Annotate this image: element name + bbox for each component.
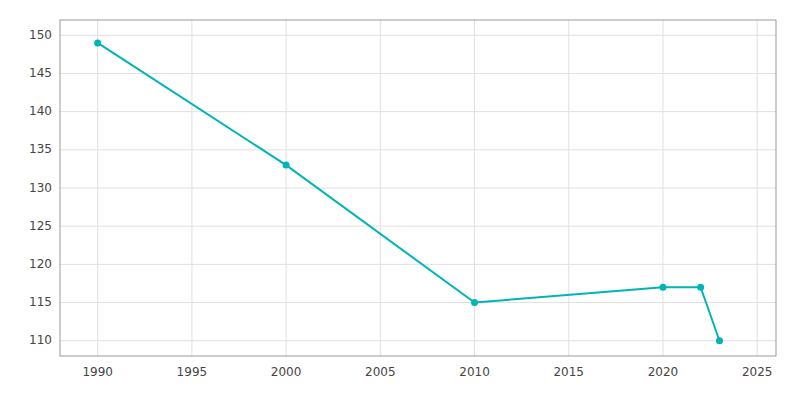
y-grid-line xyxy=(60,111,776,112)
y-tick-label: 140 xyxy=(29,104,52,118)
x-grid-line xyxy=(286,20,287,356)
y-tick-label: 125 xyxy=(29,219,52,233)
x-tick-label: 2015 xyxy=(553,365,584,379)
x-grid-line xyxy=(97,20,98,356)
x-grid-line xyxy=(568,20,569,356)
y-tick-label: 110 xyxy=(29,333,52,347)
y-grid-line xyxy=(60,188,776,189)
point xyxy=(283,162,290,169)
line xyxy=(98,43,720,341)
x-tick-label: 2010 xyxy=(459,365,490,379)
point xyxy=(94,39,101,46)
y-tick-label: 135 xyxy=(29,142,52,156)
x-grid-line xyxy=(191,20,192,356)
x-tick-label: 2005 xyxy=(365,365,396,379)
y-grid-line xyxy=(60,340,776,341)
y-grid-line xyxy=(60,149,776,150)
y-tick-label: 130 xyxy=(29,181,52,195)
axes: 110 115 120 125 130 135 140 145 150 1990 1995 2000 2… xyxy=(29,20,776,379)
chart: 110 115 120 125 130 135 140 145 150 1990 1995 2000 2… xyxy=(0,0,800,400)
y-tick-label: 145 xyxy=(29,66,52,80)
grid xyxy=(60,20,776,356)
y-grid-line xyxy=(60,264,776,265)
x-tick-label: 2025 xyxy=(742,365,773,379)
y-grid-line xyxy=(60,226,776,227)
x-grid-line xyxy=(757,20,758,356)
x-grid-line xyxy=(380,20,381,356)
y-tick-label: 150 xyxy=(29,28,52,42)
point xyxy=(716,337,723,344)
y-tick-label: 115 xyxy=(29,295,52,309)
plot-frame xyxy=(60,20,776,356)
x-tick-label: 2020 xyxy=(648,365,679,379)
point xyxy=(471,299,478,306)
point xyxy=(697,284,704,291)
point xyxy=(659,284,666,291)
y-grid-line xyxy=(60,35,776,36)
y-grid-line xyxy=(60,302,776,303)
series xyxy=(94,39,723,344)
x-tick-label: 2000 xyxy=(271,365,302,379)
x-tick-label: 1990 xyxy=(82,365,113,379)
x-tick-label: 1995 xyxy=(177,365,208,379)
x-grid-line xyxy=(662,20,663,356)
y-tick-label: 120 xyxy=(29,257,52,271)
y-grid-line xyxy=(60,73,776,74)
